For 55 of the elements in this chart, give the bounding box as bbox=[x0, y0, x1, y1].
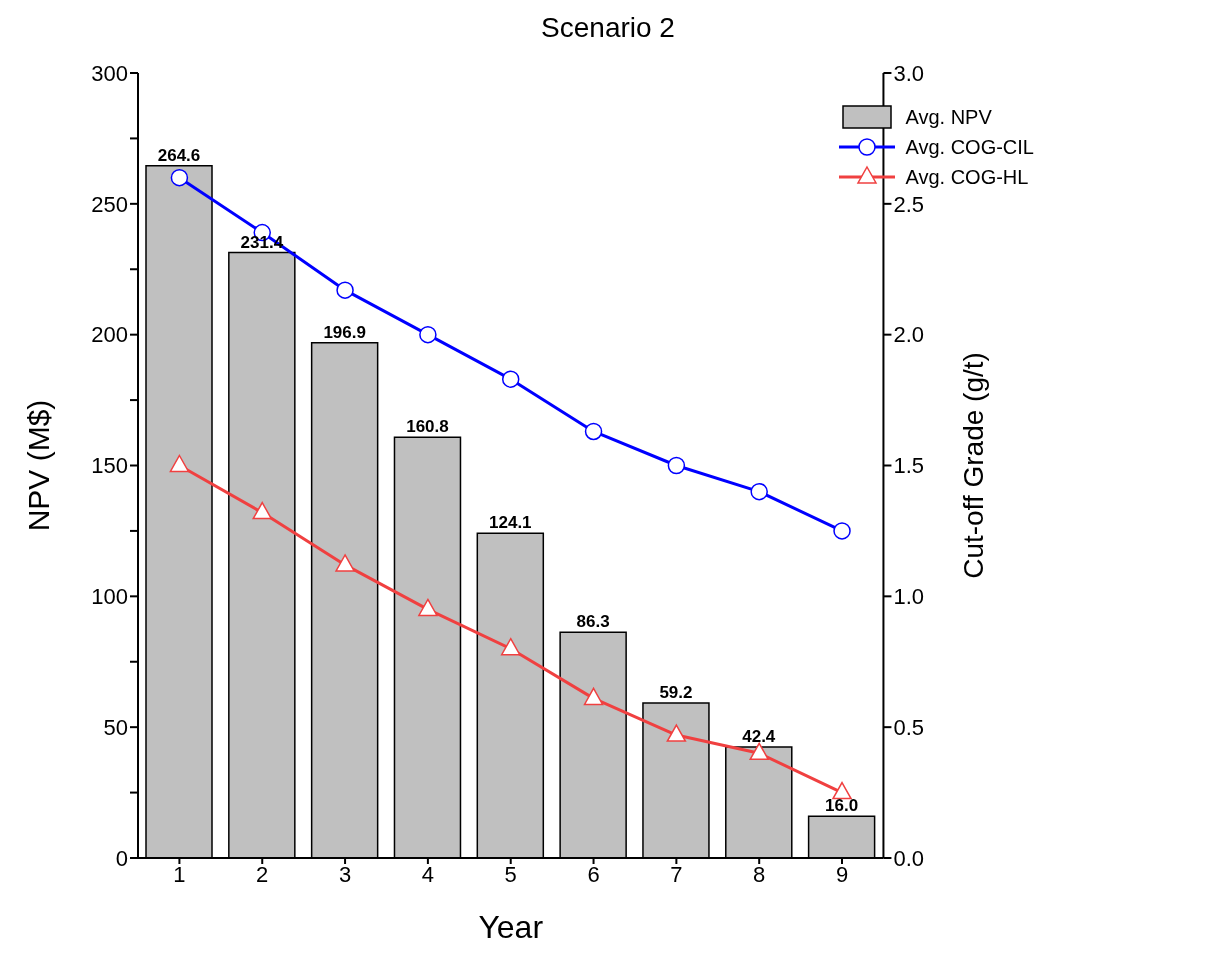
y2-axis-title: Cut-off Grade (g/t) bbox=[958, 352, 990, 579]
data-label: 16.0 bbox=[825, 796, 859, 816]
y2-tick-label: 0.0 bbox=[893, 845, 925, 871]
point bbox=[252, 501, 272, 520]
x-tick-label: 7 bbox=[670, 861, 683, 887]
point bbox=[336, 281, 354, 299]
point bbox=[832, 781, 852, 800]
point bbox=[169, 454, 190, 473]
x-tick-label: 9 bbox=[835, 861, 849, 887]
x-axis-title: Year bbox=[478, 909, 544, 945]
data-label: 196.9 bbox=[323, 322, 366, 342]
y-tick-label: 200 bbox=[91, 322, 128, 348]
point bbox=[418, 598, 438, 617]
y2-tick-label: 1.5 bbox=[893, 453, 925, 479]
legend-label: Avg. COG-HL bbox=[905, 165, 1029, 189]
legend-label: Avg. NPV bbox=[905, 105, 992, 129]
data-label: 59.2 bbox=[659, 683, 693, 703]
y-tick-label: 150 bbox=[91, 453, 128, 479]
x-tick-label: 1 bbox=[173, 861, 186, 887]
legend-label: Avg. COG-CIL bbox=[905, 135, 1034, 159]
data-label: 124.1 bbox=[489, 513, 532, 533]
chart-title: Scenario 2 bbox=[540, 11, 676, 45]
point bbox=[419, 325, 437, 344]
data-label: 42.4 bbox=[742, 727, 776, 747]
point bbox=[667, 456, 686, 475]
y2-tick-label: 1.0 bbox=[893, 584, 925, 610]
point bbox=[833, 522, 851, 540]
point bbox=[501, 370, 520, 388]
y2-tick-label: 0.5 bbox=[893, 714, 925, 740]
data-label: 86.3 bbox=[576, 612, 610, 632]
y-tick-label: 250 bbox=[91, 191, 128, 217]
y2-tick-label: 3.0 bbox=[893, 60, 925, 86]
y-tick-label: 100 bbox=[91, 584, 128, 610]
point bbox=[666, 724, 687, 742]
x-tick-label: 4 bbox=[421, 861, 435, 887]
x-tick-label: 8 bbox=[753, 861, 766, 887]
x-tick-label: 2 bbox=[256, 861, 269, 887]
point bbox=[749, 742, 769, 761]
x-tick-label: 3 bbox=[338, 861, 352, 887]
y2-tick-label: 2.0 bbox=[893, 322, 925, 348]
point bbox=[584, 422, 603, 441]
point bbox=[335, 554, 355, 572]
point bbox=[500, 637, 521, 656]
point bbox=[170, 168, 189, 187]
y-axis-title: NPV (M$) bbox=[21, 399, 55, 532]
y-tick-label: 50 bbox=[103, 714, 128, 740]
y2-tick-label: 2.5 bbox=[893, 191, 925, 217]
x-tick-label: 5 bbox=[504, 861, 517, 887]
y-tick-label: 300 bbox=[91, 60, 128, 86]
y-tick-label: 0 bbox=[115, 845, 128, 871]
point bbox=[750, 482, 768, 501]
data-label: 264.6 bbox=[157, 145, 201, 165]
x-tick-label: 6 bbox=[587, 861, 600, 887]
data-label: 160.8 bbox=[406, 417, 449, 437]
point bbox=[583, 687, 604, 706]
